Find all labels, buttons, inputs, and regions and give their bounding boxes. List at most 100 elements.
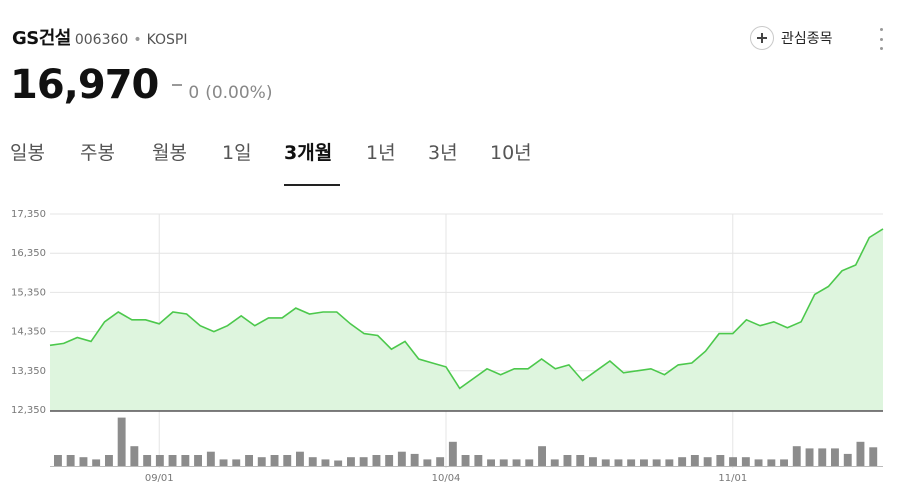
volume-bar (423, 459, 432, 466)
volume-bar (512, 459, 521, 466)
add-favorite-button[interactable]: 관심종목 (750, 26, 833, 50)
volume-bar (665, 459, 674, 466)
y-tick-label: 14,350 (11, 327, 46, 338)
tab-weekly[interactable]: 주봉 (80, 142, 115, 164)
volume-bar (703, 457, 712, 466)
volume-bar (436, 457, 445, 466)
y-tick-label: 12,350 (11, 405, 46, 416)
volume-bar (105, 455, 113, 466)
volume-bar (143, 455, 152, 466)
stock-header: GS건설 006360 • KOSPI (12, 24, 187, 54)
volume-bar (448, 441, 457, 466)
volume-bar (652, 459, 661, 466)
y-tick-label: 16,350 (11, 248, 46, 259)
volume-bar (219, 459, 228, 466)
volume-bar (334, 460, 343, 466)
volume-bar (130, 446, 139, 466)
volume-bar (385, 455, 394, 466)
volume-bar (296, 451, 304, 466)
price-line (49, 228, 884, 390)
volume-bar (576, 455, 585, 466)
price-row: 16,970 0 (0.00%) (10, 62, 272, 108)
separator-dot: • (133, 32, 142, 48)
volume-bar (729, 457, 737, 466)
volume-bar (550, 459, 559, 466)
volume-bar (410, 453, 419, 466)
volume-bar (232, 459, 241, 466)
volume-bar (780, 459, 788, 466)
volume-bar (308, 457, 317, 466)
volume-bar (767, 459, 776, 466)
volume-bar (754, 459, 763, 466)
tab-1year[interactable]: 1년 (366, 142, 396, 164)
volume-bar (206, 451, 215, 466)
current-price: 16,970 (10, 62, 159, 108)
volume-bar (640, 459, 648, 466)
volume-bar (321, 459, 330, 466)
x-tick-label: 09/01 (145, 473, 174, 484)
tab-10years[interactable]: 10년 (490, 142, 532, 164)
tab-3months[interactable]: 3개월 (284, 142, 333, 164)
price-change: 0 (188, 83, 200, 103)
volume-bar (79, 457, 88, 466)
volume-bar (92, 459, 101, 466)
volume-bar (487, 459, 495, 466)
tab-monthly[interactable]: 월봉 (152, 142, 187, 164)
unchanged-icon (172, 84, 183, 86)
volume-bar (181, 455, 190, 466)
volume-bar (283, 455, 292, 466)
plus-icon (750, 26, 774, 50)
volume-bar (843, 453, 852, 466)
volume-bar (716, 455, 725, 466)
volume-bar (194, 455, 202, 466)
volume-bar (499, 459, 508, 466)
volume-bar (805, 448, 814, 466)
volume-bar (856, 441, 865, 466)
volume-bar (678, 457, 687, 466)
price-area (50, 228, 883, 410)
volume-bar (117, 417, 126, 466)
volume-bar (601, 459, 610, 466)
volume-bar (538, 446, 546, 466)
volume-bar (792, 446, 801, 466)
stock-code: 006360 (74, 32, 129, 48)
volume-bar (168, 455, 177, 466)
active-tab-indicator (284, 184, 340, 186)
x-tick-label: 10/04 (432, 473, 461, 484)
favorite-label: 관심종목 (781, 31, 833, 47)
price-chart[interactable]: 17,350 16,350 15,350 14,350 13,350 12,350 09/0… (0, 200, 900, 486)
volume-bar (614, 459, 623, 466)
volume-bar (461, 455, 470, 466)
volume-bar (741, 457, 750, 466)
tab-3years[interactable]: 3년 (428, 142, 458, 164)
volume-bar (690, 455, 699, 466)
volume-bar (257, 457, 266, 466)
volume-bar (831, 448, 839, 466)
y-tick-label: 15,350 (11, 287, 46, 298)
volume-bar (818, 448, 827, 466)
volume-bar (66, 455, 75, 466)
volume-bar (245, 455, 253, 466)
volume-bar (563, 455, 572, 466)
volume-bar (347, 457, 355, 466)
volume-bar (397, 451, 406, 466)
volume-bar (525, 459, 534, 466)
volume-bar (54, 455, 62, 466)
volume-bar (589, 457, 597, 466)
volume-bar (359, 457, 368, 466)
volume-bar (474, 455, 483, 466)
y-tick-label: 13,350 (11, 366, 46, 377)
x-tick-label: 11/01 (718, 473, 747, 484)
market-name: KOSPI (146, 32, 188, 48)
tab-daily[interactable]: 일봉 (10, 142, 45, 164)
more-vertical-icon[interactable] (877, 28, 885, 50)
y-tick-label: 17,350 (11, 209, 46, 220)
volume-bar (372, 455, 381, 466)
volume-bar (155, 455, 164, 466)
tab-1day[interactable]: 1일 (222, 142, 252, 164)
volume-bar (270, 455, 279, 466)
stock-name: GS건설 (12, 28, 71, 49)
volume-bar (869, 447, 878, 466)
price-change-percent: (0.00%) (205, 83, 273, 103)
volume-bar (627, 459, 636, 466)
